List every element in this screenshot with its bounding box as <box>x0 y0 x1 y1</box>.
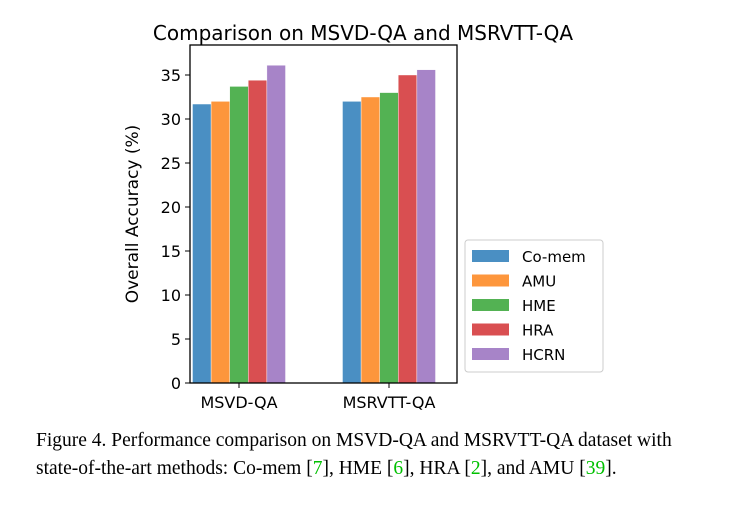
y-tick-label: 0 <box>171 374 181 393</box>
legend-label: HRA <box>522 322 554 340</box>
legend-box <box>464 239 604 373</box>
caption-text: ], and AMU [ <box>480 458 586 479</box>
legend: Co-mem AMU HME HRA HCRN <box>464 239 604 373</box>
caption-text: ], HRA [ <box>403 458 471 479</box>
legend-swatch <box>472 323 509 336</box>
x-tick-label: MSVD-QA <box>200 393 277 412</box>
bar-hme-msrvtt-qa <box>379 92 399 384</box>
bar-hcrn-msvd-qa <box>266 65 286 384</box>
y-axis-label: Overall Accuracy (%) <box>123 125 143 304</box>
legend-swatch <box>472 299 509 311</box>
bar-hme-msvd-qa <box>229 86 249 384</box>
y-tick-label: 15 <box>161 242 181 261</box>
figure-caption: Figure 4. Performance comparison on MSVD… <box>36 427 706 483</box>
caption-text: Figure 4. Performance comparison on MSVD… <box>36 430 672 479</box>
legend-swatch <box>472 274 509 287</box>
chart-title: Comparison on MSVD-QA and MSRVTT-QA <box>153 21 573 45</box>
citation-link[interactable]: 7 <box>312 458 323 479</box>
plot-frame <box>189 44 458 384</box>
bar-hra-msvd-qa <box>248 80 268 384</box>
y-tick-label: 10 <box>161 286 181 305</box>
caption-text: ], HME [ <box>322 458 394 479</box>
bar-hcrn-msrvtt-qa <box>416 69 436 384</box>
caption-text: ]. <box>605 458 617 479</box>
bar-amu-msrvtt-qa <box>360 96 380 384</box>
y-tick-label: 5 <box>171 330 181 349</box>
citation-link[interactable]: 2 <box>470 458 481 479</box>
x-tick-label: MSRVTT-QA <box>343 393 436 412</box>
legend-swatch <box>472 250 509 262</box>
legend-label: AMU <box>522 273 556 291</box>
bar-chart: Comparison on MSVD-QA and MSRVTT-QA Over… <box>123 21 604 412</box>
y-tick-label: 35 <box>161 66 181 85</box>
bar-hra-msrvtt-qa <box>398 74 418 384</box>
legend-swatch <box>472 348 509 360</box>
legend-label: HCRN <box>522 346 565 364</box>
bar-co-mem-msvd-qa <box>192 103 212 384</box>
bar-co-mem-msrvtt-qa <box>342 101 362 384</box>
bar-amu-msvd-qa <box>210 101 230 384</box>
y-tick-label: 20 <box>161 198 181 217</box>
y-tick-label: 25 <box>161 154 181 173</box>
y-tick-label: 30 <box>161 110 181 129</box>
legend-label: Co-mem <box>522 248 586 266</box>
legend-label: HME <box>522 297 556 315</box>
citation-link[interactable]: 39 <box>585 458 606 479</box>
citation-link[interactable]: 6 <box>393 458 404 479</box>
